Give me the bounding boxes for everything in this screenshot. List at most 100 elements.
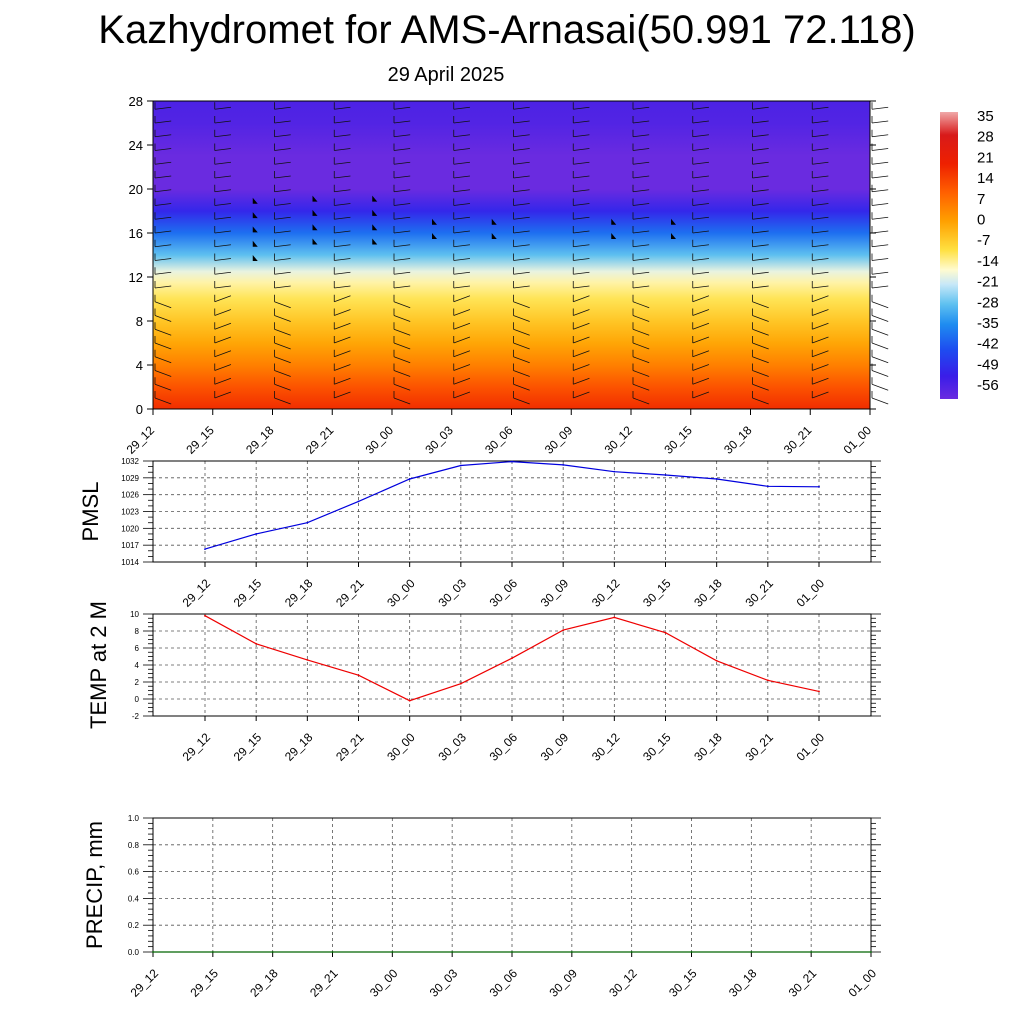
wind-barb <box>334 391 351 399</box>
y-tick-label: 4 <box>135 661 140 670</box>
wind-barb <box>632 342 650 350</box>
wind-barb <box>752 397 769 405</box>
x-tick-label: 30_06 <box>482 423 516 457</box>
wind-barb <box>812 364 829 371</box>
wind-pennant <box>312 195 318 202</box>
wind-barb <box>812 120 829 124</box>
wind-barb <box>752 356 769 364</box>
x-tick-label: 29_21 <box>333 730 367 764</box>
x-tick-label: 30_21 <box>742 576 776 610</box>
wind-barb <box>274 397 291 405</box>
wind-barb <box>812 309 829 316</box>
x-tick-label: 29_15 <box>231 576 265 610</box>
x-tick-label: 30_09 <box>538 730 572 764</box>
wind-barb <box>214 364 232 371</box>
wind-barb <box>453 271 470 275</box>
x-tick-label: 29_18 <box>247 966 281 1000</box>
wind-barb <box>692 134 709 138</box>
wind-barb <box>393 315 411 322</box>
wind-barb <box>154 370 172 377</box>
wind-barb <box>154 397 172 405</box>
wind-barb <box>274 203 291 206</box>
wind-barb <box>513 370 530 377</box>
y-axis-label: PMSL <box>78 482 103 542</box>
wind-barb <box>871 189 889 193</box>
wind-barb <box>453 350 471 358</box>
wind-barb <box>154 203 172 206</box>
wind-barb <box>214 391 232 399</box>
colorbar-label: -7 <box>977 232 990 249</box>
data-point <box>357 500 360 503</box>
y-tick-label: 1026 <box>121 491 139 500</box>
wind-barb <box>274 383 291 391</box>
x-tick-label: 30_00 <box>384 576 418 610</box>
data-point <box>690 951 693 953</box>
wind-barb <box>573 175 590 179</box>
wind-barb <box>871 203 889 206</box>
wind-barb <box>752 258 769 261</box>
data-point <box>511 951 513 953</box>
wind-barb <box>274 342 291 350</box>
colorbar-label: 7 <box>977 191 985 208</box>
wind-barb <box>692 189 709 193</box>
wind-barb <box>453 295 471 303</box>
wind-barb <box>871 244 889 248</box>
wind-barb <box>214 336 232 344</box>
wind-barb <box>513 203 530 206</box>
wind-barb <box>154 189 172 193</box>
wind-barb <box>812 230 829 234</box>
wind-pennant <box>372 195 378 202</box>
y-tick-label: 20 <box>129 182 143 197</box>
wind-barb <box>154 356 172 364</box>
wind-barb <box>812 244 829 248</box>
wind-barb <box>573 377 590 385</box>
wind-barb <box>453 244 470 248</box>
wind-barb <box>453 161 470 165</box>
x-tick-label: 30_18 <box>726 966 760 1000</box>
wind-barb <box>393 328 411 336</box>
wind-barb <box>692 244 709 248</box>
wind-barb <box>692 258 709 261</box>
data-point <box>613 470 616 473</box>
wind-barb <box>214 189 231 193</box>
wind-barb <box>154 315 172 322</box>
wind-barb <box>871 342 889 350</box>
wind-barb <box>573 161 590 165</box>
x-tick-label: 30_18 <box>691 576 725 610</box>
wind-pennant <box>252 212 258 219</box>
wind-barb <box>214 161 231 165</box>
wind-barb <box>274 216 291 220</box>
wind-barb <box>214 175 231 179</box>
wind-barb <box>812 285 829 289</box>
wind-barb <box>154 342 172 350</box>
wind-barb <box>453 216 470 220</box>
x-tick-label: 30_21 <box>781 423 815 457</box>
wind-barb <box>334 203 351 206</box>
wind-barb <box>154 328 172 336</box>
x-tick-label: 30_12 <box>589 576 623 610</box>
wind-barb <box>154 244 172 248</box>
x-tick-label: 29_18 <box>282 576 316 610</box>
wind-barb <box>692 285 709 289</box>
wind-barb <box>752 134 769 138</box>
wind-barb <box>214 258 231 261</box>
wind-barb <box>214 148 231 151</box>
data-point <box>870 951 872 953</box>
wind-barb <box>393 120 411 124</box>
wind-barb <box>632 175 650 179</box>
wind-pennant <box>252 226 258 233</box>
colorbar-label: -42 <box>977 336 999 353</box>
y-tick-label: 6 <box>135 644 140 653</box>
data-point <box>562 629 565 632</box>
y-tick-label: 0.0 <box>128 948 140 957</box>
colorbar-label: -49 <box>977 356 999 373</box>
y-tick-label: 1014 <box>121 558 139 567</box>
x-tick-label: 30_00 <box>367 966 401 1000</box>
x-tick-label: 29_18 <box>282 730 316 764</box>
y-tick-label: 0 <box>135 695 140 704</box>
wind-barb <box>752 175 769 179</box>
data-point <box>255 533 258 535</box>
wind-barb <box>632 285 650 289</box>
wind-barb <box>393 271 411 275</box>
wind-barb <box>871 328 889 336</box>
